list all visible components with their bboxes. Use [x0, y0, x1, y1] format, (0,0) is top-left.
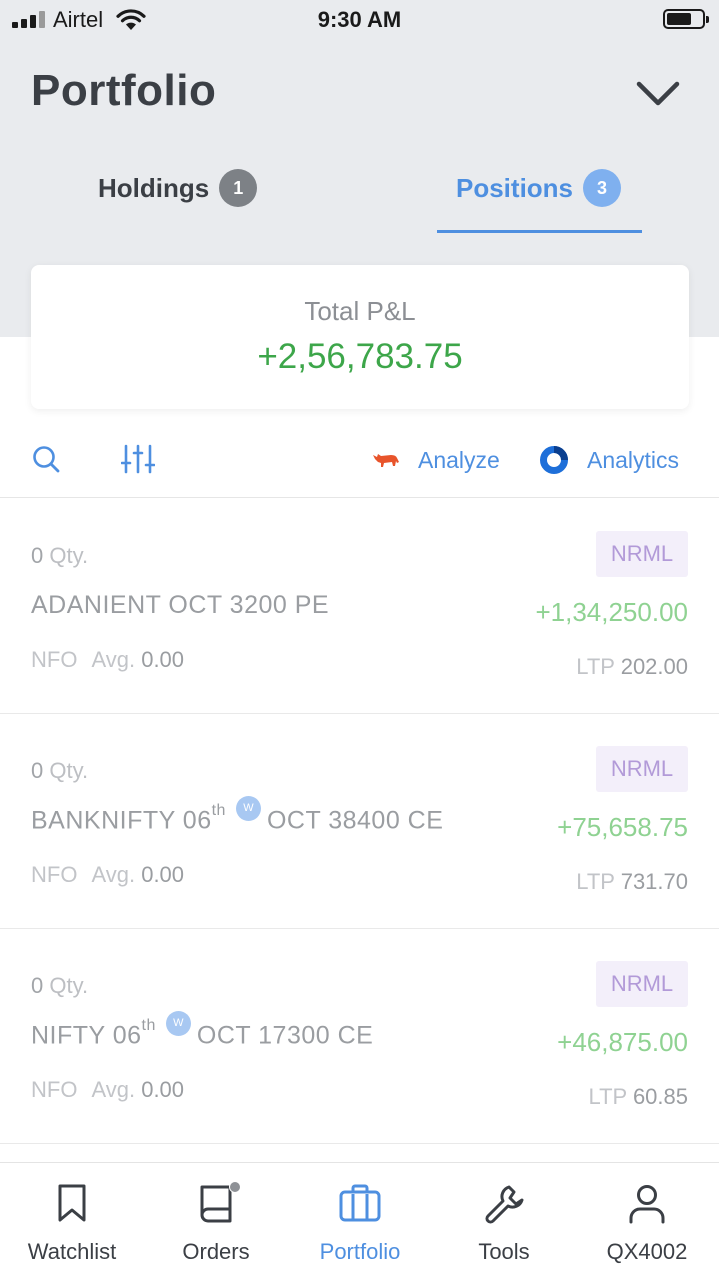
position-row[interactable]: 0 Qty. ADANIENT OCT 3200 PE NFO Avg. 0.00…	[0, 499, 719, 714]
status-bar: Airtel 9:30 AM	[0, 0, 719, 40]
analytics-label: Analytics	[587, 446, 680, 473]
carrier-name: Airtel	[53, 7, 104, 32]
position-symbol: BANKNIFTY 06th W OCT 38400 CE	[31, 796, 443, 835]
position-pnl: +46,875.00	[557, 1027, 688, 1057]
position-qty: 0 Qty.	[31, 543, 89, 568]
user-icon	[629, 1185, 665, 1224]
position-qty: 0 Qty.	[31, 973, 89, 998]
position-pnl: +1,34,250.00	[535, 597, 688, 627]
total-pnl-value: +2,56,783.75	[257, 337, 463, 376]
page-title: Portfolio	[31, 66, 217, 115]
position-avg: NFO Avg. 0.00	[31, 1077, 185, 1102]
chevron-down-icon[interactable]	[632, 74, 684, 114]
bookmark-icon	[58, 1184, 86, 1222]
position-ltp: LTP 731.70	[576, 869, 688, 894]
briefcase-icon	[339, 1184, 381, 1222]
total-pnl-label: Total P&L	[304, 296, 416, 326]
signal-strength-icon	[12, 11, 46, 28]
position-avg: NFO Avg. 0.00	[31, 647, 185, 672]
position-avg: NFO Avg. 0.00	[31, 862, 185, 887]
weekly-expiry-badge: W	[165, 1011, 191, 1036]
tab-positions[interactable]: Positions 3	[456, 166, 622, 210]
wrench-icon	[485, 1185, 524, 1224]
position-ltp: LTP 202.00	[576, 654, 688, 679]
product-type-badge: NRML	[596, 531, 688, 577]
total-pnl-card: Total P&L +2,56,783.75	[31, 265, 689, 409]
holdings-count-badge: 1	[219, 169, 258, 207]
nav-label: Portfolio	[319, 1239, 401, 1264]
battery-icon	[663, 9, 709, 29]
analytics-ring-icon	[540, 446, 568, 474]
analyze-label: Analyze	[418, 446, 500, 473]
search-icon[interactable]	[31, 444, 61, 474]
nav-account[interactable]: QX4002	[575, 1163, 719, 1280]
orders-notification-dot	[229, 1181, 241, 1193]
wifi-icon	[116, 9, 146, 30]
nav-portfolio[interactable]: Portfolio	[288, 1163, 432, 1280]
weekly-expiry-badge: W	[235, 796, 261, 821]
nav-label: QX4002	[606, 1239, 688, 1264]
analytics-button[interactable]: Analytics	[539, 444, 679, 476]
active-tab-indicator	[437, 230, 642, 233]
positions-count-badge: 3	[583, 169, 622, 207]
position-symbol: NIFTY 06th W OCT 17300 CE	[31, 1011, 373, 1050]
bottom-navigation: Watchlist Orders Portfolio Tools QX4002	[0, 1162, 719, 1280]
position-qty: 0 Qty.	[31, 758, 89, 783]
book-icon	[200, 1185, 232, 1223]
nav-label: Watchlist	[27, 1239, 117, 1264]
filter-sliders-icon[interactable]	[121, 442, 155, 476]
position-row[interactable]: 0 Qty. NIFTY 06th W OCT 17300 CE NFO Avg. 0…	[0, 929, 719, 1144]
product-type-badge: NRML	[596, 746, 688, 792]
position-symbol: ADANIENT OCT 3200 PE	[31, 591, 330, 619]
tab-label: Positions	[456, 172, 574, 203]
position-pnl: +75,658.75	[557, 812, 688, 842]
nav-label: Tools	[478, 1239, 530, 1264]
tab-holdings[interactable]: Holdings 1	[98, 166, 258, 210]
position-ltp: LTP 60.85	[588, 1084, 688, 1109]
analyze-button[interactable]: Analyze	[372, 444, 500, 476]
position-row[interactable]: 0 Qty. BANKNIFTY 06th W OCT 38400 CE NFO Av…	[0, 714, 719, 929]
positions-toolbar: Analyze Analytics	[0, 430, 719, 498]
product-type-badge: NRML	[596, 961, 688, 1007]
bull-icon	[373, 454, 399, 467]
tab-label: Holdings	[98, 172, 210, 203]
nav-orders[interactable]: Orders	[144, 1163, 288, 1280]
nav-watchlist[interactable]: Watchlist	[0, 1163, 144, 1280]
nav-tools[interactable]: Tools	[432, 1163, 576, 1280]
nav-label: Orders	[182, 1239, 250, 1264]
status-time: 9:30 AM	[317, 7, 402, 32]
